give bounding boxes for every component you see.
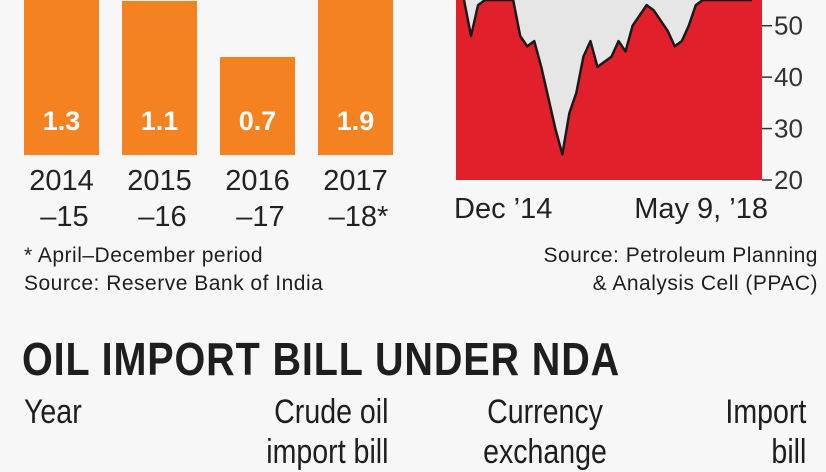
ytick-label-3: 20 bbox=[774, 165, 803, 195]
col-header-import-bill-line-1: Import bbox=[725, 393, 806, 431]
oil-price-line bbox=[462, 0, 752, 156]
col-header-import-bill: Import bill bbox=[725, 392, 806, 472]
col-header-currency: Currency exchange bbox=[461, 392, 629, 472]
bar-value-label-1: 1.1 bbox=[141, 106, 179, 136]
ytick-label-0: 50 bbox=[774, 11, 803, 41]
ytick-label-1: 40 bbox=[774, 62, 803, 92]
col-header-year: Year bbox=[24, 392, 82, 432]
col-header-currency-line-2: exchange bbox=[483, 433, 607, 471]
col-header-currency-line-1: Currency bbox=[487, 393, 603, 431]
oil-source-line-1: Source: Petroleum Planning bbox=[543, 244, 818, 267]
bar-value-label-2: 0.7 bbox=[239, 106, 277, 136]
bar-1 bbox=[122, 1, 197, 155]
ytick-label-2: 30 bbox=[774, 114, 803, 144]
bar-3 bbox=[318, 0, 393, 155]
bar-footnote: * April–December period bbox=[24, 244, 264, 267]
col-header-year-line-1: Year bbox=[24, 393, 82, 431]
bar-category-label-1-0: 2015 bbox=[127, 165, 192, 197]
bar-0 bbox=[24, 0, 99, 155]
bar-category-label-3-1: –18* bbox=[329, 201, 389, 233]
oil-price-chart: 50 40 30 20 Dec ’14 May 9, ’18 bbox=[454, 0, 803, 225]
bar-category-label-2-0: 2016 bbox=[225, 165, 290, 197]
bar-category-label-1-1: –16 bbox=[138, 201, 186, 233]
col-header-crude-oil-line-1: Crude oil bbox=[273, 393, 388, 431]
col-header-import-bill-line-2: bill bbox=[771, 433, 806, 471]
oil-source-line-2: & Analysis Cell (PPAC) bbox=[592, 272, 818, 295]
bar-2 bbox=[220, 57, 295, 155]
col-header-crude-oil-line-2: import bill bbox=[265, 433, 388, 471]
rupee-bar-chart: 1.3 2014 –15 1.1 2015 –16 0.7 2016 –17 1.9 2017 –18… bbox=[24, 0, 393, 233]
bar-value-label-0: 1.3 bbox=[43, 106, 81, 136]
table-title: OIL IMPORT BILL UNDER NDA bbox=[22, 333, 621, 385]
x-axis-label-0: Dec ’14 bbox=[454, 193, 552, 225]
bar-category-label-0-1: –15 bbox=[40, 201, 88, 233]
bar-source: Source: Reserve Bank of India bbox=[24, 272, 324, 295]
bar-category-label-3-0: 2017 bbox=[323, 165, 388, 197]
bar-value-label-3: 1.9 bbox=[337, 106, 375, 136]
x-axis-label-1: May 9, ’18 bbox=[634, 193, 768, 225]
bar-category-label-2-1: –17 bbox=[236, 201, 284, 233]
area-above-line bbox=[456, 0, 762, 155]
col-header-crude-oil: Crude oil import bill bbox=[266, 392, 388, 472]
bar-category-label-0-0: 2014 bbox=[29, 165, 94, 197]
